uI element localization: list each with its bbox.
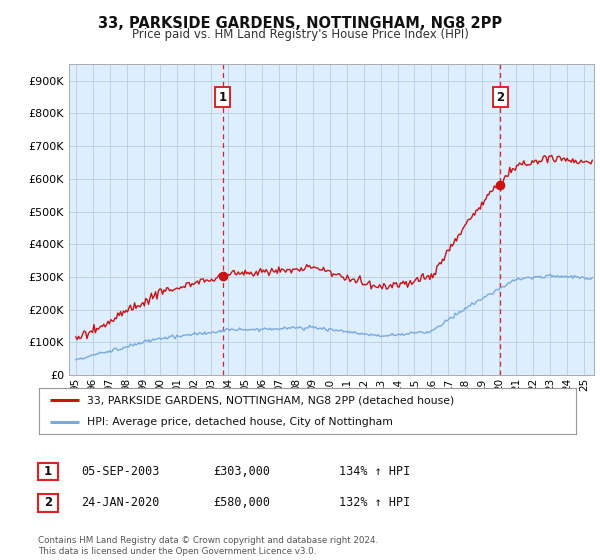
- Text: 2: 2: [44, 496, 52, 510]
- Text: Price paid vs. HM Land Registry's House Price Index (HPI): Price paid vs. HM Land Registry's House …: [131, 28, 469, 41]
- Text: 2: 2: [496, 91, 504, 104]
- Text: HPI: Average price, detached house, City of Nottingham: HPI: Average price, detached house, City…: [88, 417, 393, 427]
- Text: 1: 1: [44, 465, 52, 478]
- Text: £303,000: £303,000: [213, 465, 270, 478]
- Text: 33, PARKSIDE GARDENS, NOTTINGHAM, NG8 2PP: 33, PARKSIDE GARDENS, NOTTINGHAM, NG8 2P…: [98, 16, 502, 31]
- Text: 132% ↑ HPI: 132% ↑ HPI: [339, 496, 410, 510]
- Text: 1: 1: [219, 91, 227, 104]
- Text: 24-JAN-2020: 24-JAN-2020: [81, 496, 160, 510]
- Text: 33, PARKSIDE GARDENS, NOTTINGHAM, NG8 2PP (detached house): 33, PARKSIDE GARDENS, NOTTINGHAM, NG8 2P…: [88, 395, 455, 405]
- Text: 05-SEP-2003: 05-SEP-2003: [81, 465, 160, 478]
- Text: 134% ↑ HPI: 134% ↑ HPI: [339, 465, 410, 478]
- Text: Contains HM Land Registry data © Crown copyright and database right 2024.
This d: Contains HM Land Registry data © Crown c…: [38, 536, 378, 556]
- Text: £580,000: £580,000: [213, 496, 270, 510]
